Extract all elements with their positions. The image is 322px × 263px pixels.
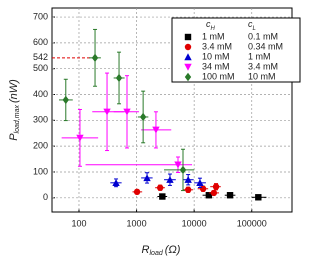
marker-circle xyxy=(133,188,141,196)
legend-header: cL xyxy=(248,19,256,31)
legend-header-main: c xyxy=(206,19,211,29)
x-tick-label: 100000 xyxy=(237,218,267,228)
legend-header: cH xyxy=(206,19,216,31)
legend-header-sub: L xyxy=(253,26,256,32)
y-tick-label: 0 xyxy=(43,192,48,202)
marker-square xyxy=(255,194,262,201)
y-tick-label: 100 xyxy=(33,166,48,176)
marker-circle xyxy=(184,43,192,51)
y-tick-label: 700 xyxy=(33,11,48,21)
y-label-unit: (nW) xyxy=(8,79,20,103)
x-label-unit: (Ω) xyxy=(165,244,181,256)
x-tick-label: 10000 xyxy=(182,218,207,228)
legend-header-sub: H xyxy=(211,26,216,32)
plot-frame xyxy=(51,7,293,213)
y-tick-label: 600 xyxy=(33,37,48,47)
marker-circle xyxy=(156,184,164,191)
x-label-main: R xyxy=(142,244,150,256)
marker-square xyxy=(159,193,166,200)
marker-down-triangle xyxy=(123,108,131,116)
legend-label: 1 mM xyxy=(248,51,271,61)
marker-triangle xyxy=(112,179,120,187)
marker-triangle xyxy=(143,174,151,182)
marker-square xyxy=(184,33,192,41)
legend-label: 3.4 mM xyxy=(202,41,232,51)
y-tick-label: 500 xyxy=(33,63,48,73)
x-tick-label: 1000 xyxy=(127,218,147,228)
marker-diamond xyxy=(91,53,99,63)
marker-down-triangle xyxy=(103,108,111,116)
marker-circle xyxy=(212,183,220,190)
marker-circle xyxy=(210,189,218,197)
y-tick-label: 300 xyxy=(33,115,48,125)
legend-box xyxy=(171,17,301,83)
marker-diamond xyxy=(179,165,187,175)
legend-label: 10 mM xyxy=(202,51,230,61)
marker-triangle xyxy=(184,176,192,183)
marker-diamond xyxy=(139,112,147,122)
marker-down-triangle xyxy=(184,63,192,71)
y-label-main: P xyxy=(8,133,20,141)
marker-down-triangle xyxy=(76,134,84,142)
marker-square xyxy=(205,192,213,199)
x-tick-label: 100 xyxy=(71,218,86,228)
marker-circle xyxy=(184,186,192,193)
x-axis-label: Rload (Ω) xyxy=(142,244,181,257)
marker-down-triangle xyxy=(152,126,160,134)
marker-circle xyxy=(199,185,207,192)
y-tick-label: 200 xyxy=(33,141,48,151)
legend-label: 3.4 mM xyxy=(248,61,278,71)
marker-triangle xyxy=(196,179,204,187)
marker-diamond xyxy=(115,73,123,83)
legend-label: 0.34 mM xyxy=(248,41,283,51)
marker-diamond xyxy=(184,72,192,82)
marker-square xyxy=(226,192,234,199)
legend-label: 10 mM xyxy=(248,71,276,81)
annotation-label: 542 xyxy=(33,52,48,62)
y-label-sub: load,max xyxy=(14,105,21,134)
legend-label: 34 mM xyxy=(202,61,230,71)
x-label-sub: load xyxy=(150,250,164,257)
legend-label: 1 mM xyxy=(202,31,225,41)
legend-header-main: c xyxy=(248,19,253,29)
y-tick-label: 400 xyxy=(33,89,48,99)
legend-label: 0.1 mM xyxy=(248,31,278,41)
legend-label: 100 mM xyxy=(202,71,235,81)
marker-triangle xyxy=(166,176,174,183)
marker-diamond xyxy=(62,95,69,105)
y-axis-label: Pload,max (nW) xyxy=(8,79,21,141)
marker-down-triangle xyxy=(174,161,182,169)
marker-triangle xyxy=(184,53,192,61)
